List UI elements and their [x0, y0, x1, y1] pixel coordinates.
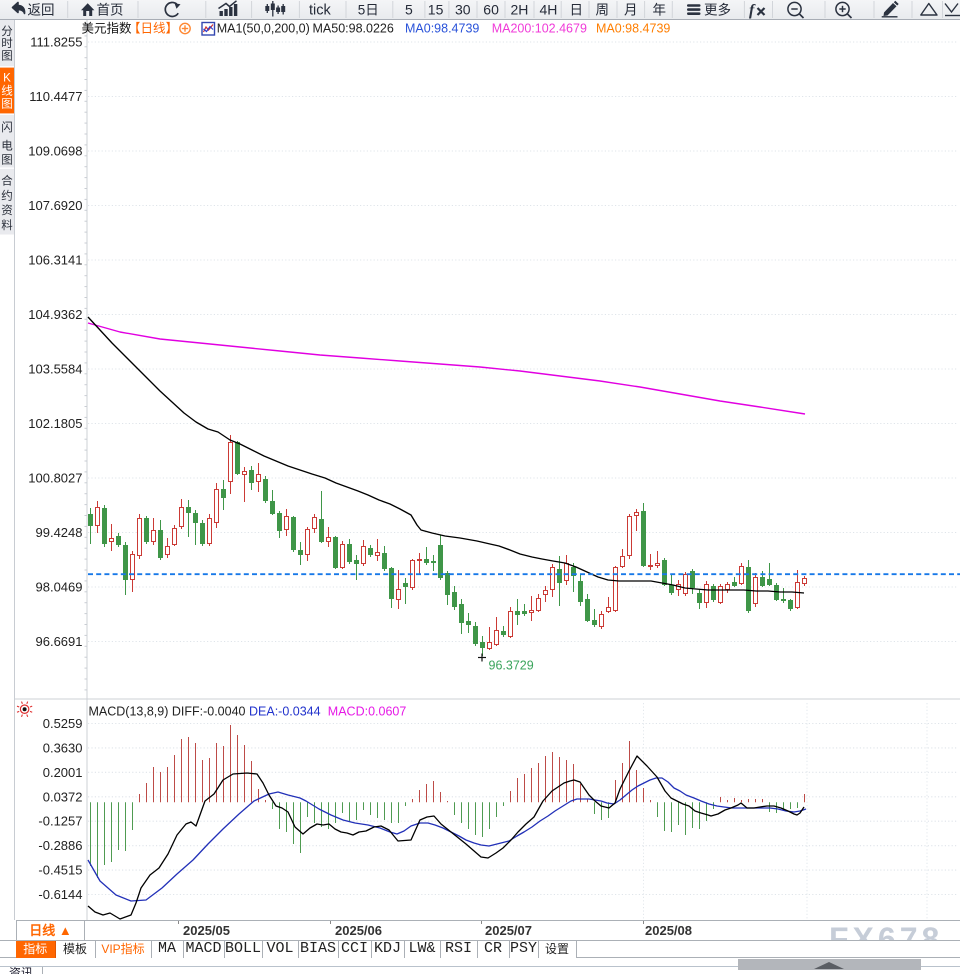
svg-text:周: 周 [596, 3, 610, 18]
svg-text:约: 约 [1, 188, 13, 202]
svg-text:电: 电 [1, 140, 13, 153]
svg-text:MA0:98.4739: MA0:98.4739 [405, 22, 479, 36]
svg-text:0.2001: 0.2001 [43, 765, 83, 780]
svg-text:合: 合 [1, 174, 13, 188]
svg-text:99.4248: 99.4248 [36, 525, 83, 540]
svg-text:月: 月 [624, 3, 638, 18]
svg-text:图: 图 [1, 98, 13, 111]
svg-text:MACD:0.0607: MACD:0.0607 [328, 705, 407, 719]
svg-text:MA0:98.4739: MA0:98.4739 [596, 22, 670, 36]
svg-text:96.3729: 96.3729 [489, 659, 534, 673]
svg-text:109.0698: 109.0698 [28, 144, 82, 159]
svg-text:时: 时 [1, 37, 13, 50]
svg-text:-0.6144: -0.6144 [38, 887, 82, 902]
svg-text:图: 图 [1, 153, 13, 166]
svg-text:tick: tick [309, 3, 332, 19]
svg-text:资: 资 [1, 204, 13, 217]
svg-text:-0.4515: -0.4515 [38, 863, 82, 878]
svg-text:日: 日 [570, 3, 584, 18]
svg-text:96.6691: 96.6691 [36, 634, 83, 649]
svg-text:2H: 2H [511, 2, 529, 18]
svg-text:60: 60 [483, 2, 499, 18]
svg-text:106.3141: 106.3141 [28, 253, 82, 268]
svg-text:MA200:102.4679: MA200:102.4679 [492, 22, 587, 36]
svg-text:5日: 5日 [358, 3, 379, 18]
svg-text:首页: 首页 [97, 3, 124, 18]
svg-text:年: 年 [653, 3, 667, 18]
svg-text:0.3630: 0.3630 [43, 740, 83, 755]
svg-text:f: f [749, 2, 756, 19]
svg-text:0.5259: 0.5259 [43, 716, 83, 731]
svg-text:111.8255: 111.8255 [30, 35, 82, 50]
svg-text:-0.2886: -0.2886 [38, 838, 82, 853]
svg-text:分: 分 [1, 25, 13, 38]
svg-text:返回: 返回 [28, 3, 55, 18]
svg-text:更多: 更多 [704, 2, 731, 18]
svg-text:5: 5 [405, 2, 413, 18]
svg-text:4H: 4H [540, 2, 558, 18]
svg-text:30: 30 [455, 2, 471, 18]
svg-text:110.4477: 110.4477 [29, 89, 82, 104]
svg-text:MA1(50,0,200,0): MA1(50,0,200,0) [217, 22, 310, 36]
svg-text:MA50:98.0226: MA50:98.0226 [313, 22, 394, 36]
svg-text:103.5584: 103.5584 [28, 362, 82, 377]
svg-text:图: 图 [1, 49, 13, 62]
svg-text:104.9362: 104.9362 [28, 307, 82, 322]
svg-text:98.0469: 98.0469 [36, 580, 83, 595]
svg-text:料: 料 [1, 218, 13, 232]
svg-text:【日线】: 【日线】 [128, 22, 178, 36]
svg-text:100.8027: 100.8027 [28, 471, 82, 486]
svg-text:DEA:-0.0344: DEA:-0.0344 [249, 705, 321, 719]
svg-text:-0.1257: -0.1257 [38, 814, 82, 829]
svg-text:闪: 闪 [1, 120, 13, 134]
svg-text:美元指数: 美元指数 [82, 21, 133, 36]
svg-text:15: 15 [428, 2, 444, 18]
svg-text:0.0372: 0.0372 [43, 789, 83, 804]
svg-text:107.6920: 107.6920 [28, 198, 82, 213]
svg-text:线: 线 [1, 84, 13, 98]
svg-text:K: K [3, 73, 11, 85]
svg-text:MACD(13,8,9) DIFF:-0.0040: MACD(13,8,9) DIFF:-0.0040 [89, 705, 246, 719]
svg-text:102.1805: 102.1805 [28, 416, 82, 431]
